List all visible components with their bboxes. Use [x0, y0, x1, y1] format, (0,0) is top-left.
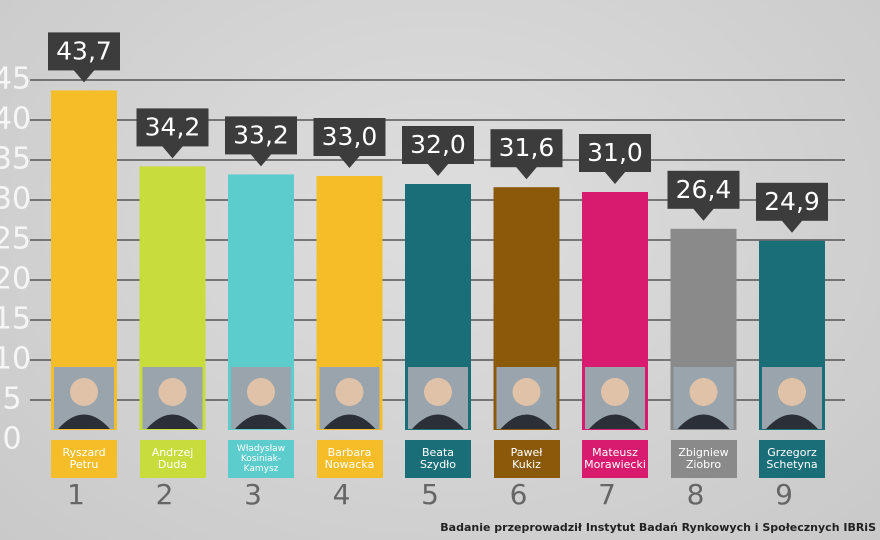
photo-body — [589, 414, 641, 429]
value-label: 43,7 — [56, 36, 112, 65]
label-box — [225, 116, 297, 155]
photo-body — [235, 414, 287, 429]
photo-face — [70, 378, 98, 406]
label-pointer — [604, 171, 626, 184]
label-pointer — [427, 163, 449, 176]
value-label: 26,4 — [676, 175, 732, 204]
rank-label: 4 — [333, 478, 351, 511]
y-tick-label: 30 — [0, 182, 31, 217]
y-tick-label: 40 — [0, 102, 31, 137]
source: Badanie przeprowadził Instytut Badań Ryn… — [440, 521, 876, 534]
rank-label: 8 — [687, 478, 705, 511]
label-pointer — [515, 166, 538, 180]
label-box — [667, 170, 740, 209]
photo-body — [500, 414, 553, 429]
y-tick-label: 0 — [2, 422, 21, 457]
rank-label: 3 — [244, 478, 262, 511]
label-box — [756, 182, 828, 221]
photo-face — [247, 378, 275, 406]
x-tick-label: Grzegorz Schetyna — [759, 440, 825, 478]
label-box — [490, 129, 563, 168]
photo-face — [335, 378, 364, 406]
x-tick-label: Paweł Kukiz — [493, 440, 560, 478]
value-label: 34,2 — [145, 112, 201, 141]
photo-face — [424, 378, 452, 406]
rank-label: 7 — [598, 478, 616, 511]
photo-face — [689, 378, 718, 406]
photo-face — [601, 378, 629, 406]
y-tick-label: 10 — [0, 342, 31, 377]
photo-body — [58, 414, 110, 429]
label-pointer — [692, 207, 715, 221]
x-tick-label: Władysław Kosiniak- Kamysz — [228, 440, 294, 478]
photo-body — [677, 414, 730, 429]
photo-body — [412, 414, 464, 429]
y-tick-label: 35 — [0, 142, 31, 177]
x-tick-label: Andrzej Duda — [139, 440, 206, 478]
label-box — [48, 32, 120, 71]
photo-face — [778, 378, 806, 406]
value-label: 31,0 — [587, 138, 643, 167]
y-tick-label: 25 — [0, 222, 31, 257]
rank-label: 1 — [67, 478, 85, 511]
photo-face — [158, 378, 187, 406]
label-box — [313, 118, 386, 156]
value-label: 32,0 — [410, 130, 466, 159]
value-label: 24,9 — [764, 187, 820, 216]
label-box — [579, 134, 651, 172]
y-tick-label: 5 — [2, 382, 21, 417]
label-box — [402, 126, 474, 164]
y-tick-label: 20 — [0, 262, 31, 297]
x-tick-label: Zbigniew Ziobro — [670, 440, 737, 478]
value-label: 31,6 — [499, 133, 555, 162]
photo-body — [323, 414, 376, 429]
y-tick-label: 45 — [0, 62, 31, 97]
label-box — [136, 108, 209, 147]
label-pointer — [250, 153, 272, 167]
y-tick-label: 15 — [0, 302, 31, 337]
label-pointer — [161, 145, 184, 159]
rank-label: 2 — [156, 478, 174, 511]
rank-label: 9 — [775, 478, 793, 511]
x-tick-label: Beata Szydło — [405, 440, 471, 478]
photo-face — [512, 378, 541, 406]
photo-body — [766, 414, 818, 429]
label-pointer — [338, 155, 361, 168]
rank-label: 6 — [510, 478, 528, 511]
x-tick-label: Barbara Nowacka — [316, 440, 383, 478]
rank-label: 5 — [421, 478, 439, 511]
label-pointer — [73, 69, 95, 83]
value-label: 33,2 — [233, 120, 289, 149]
value-label: 33,0 — [322, 122, 378, 151]
label-pointer — [781, 219, 803, 233]
photo-body — [146, 414, 199, 429]
x-tick-label: Ryszard Petru — [51, 440, 117, 478]
x-tick-label: Mateusz Morawiecki — [582, 440, 648, 478]
